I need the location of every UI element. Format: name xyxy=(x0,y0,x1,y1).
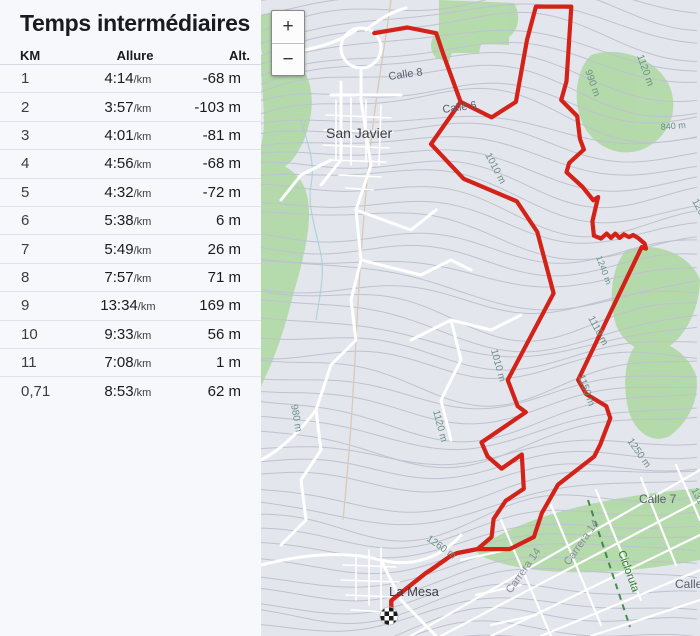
svg-text:La Mesa: La Mesa xyxy=(389,584,440,599)
svg-text:Calle 7: Calle 7 xyxy=(639,492,677,506)
svg-text:Calle 5: Calle 5 xyxy=(675,577,700,591)
svg-text:San Javier: San Javier xyxy=(326,125,392,141)
